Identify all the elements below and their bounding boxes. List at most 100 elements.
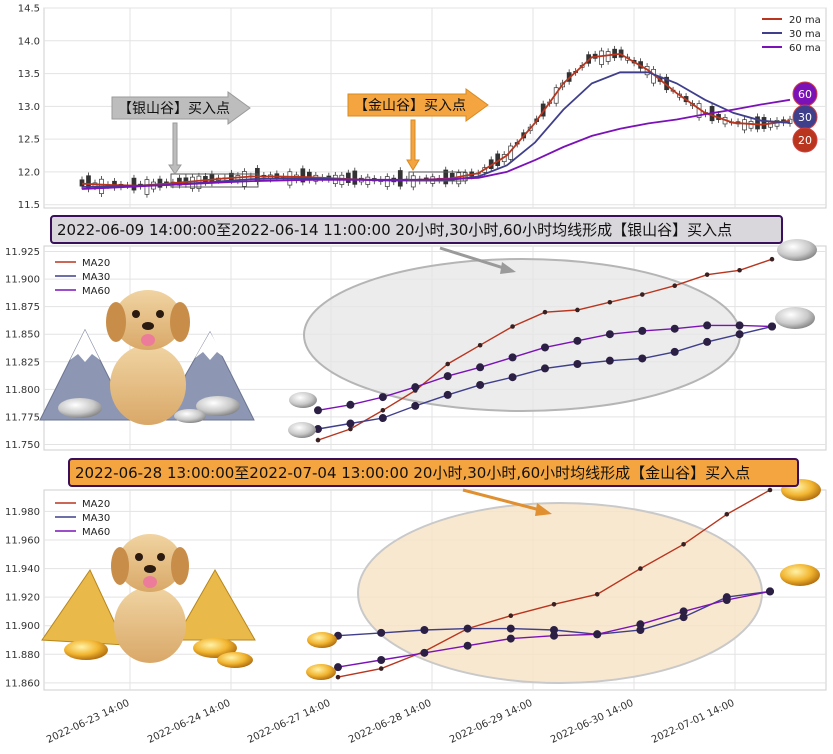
y-tick-label: 11.860 — [5, 678, 40, 689]
point-ma20 — [348, 426, 353, 432]
gold-arrow-shape — [347, 88, 489, 122]
candle-body — [384, 176, 390, 187]
gold-down-arrow — [406, 119, 420, 171]
point-ma60 — [541, 343, 549, 352]
dog-body — [110, 345, 186, 425]
point-ma60 — [735, 321, 744, 330]
top-legend: 20 ma 30 ma 60 ma — [762, 15, 821, 54]
gold-pointer-arrow — [462, 488, 541, 512]
y-tick-label: 11.850 — [5, 330, 40, 341]
point-ma30 — [703, 337, 712, 346]
dog-nose — [142, 322, 154, 330]
silver-arrow-shape — [111, 91, 251, 125]
point-ma20 — [445, 361, 451, 367]
dog-tongue — [141, 334, 155, 346]
silver-pointer-arrow — [439, 246, 511, 272]
silver-ingot-marker-1 — [289, 392, 317, 408]
point-ma20 — [380, 408, 386, 413]
silver-arrow-callout: 【银山谷】买入点 — [111, 91, 251, 175]
gold-dog-tongue — [143, 576, 157, 588]
middle-legend: MA20 MA30 MA60 — [55, 258, 110, 297]
point-ma30 — [443, 390, 452, 399]
legend-label-60ma: 60 ma — [789, 43, 821, 54]
point-ma20 — [477, 342, 483, 348]
point-ma30 — [679, 613, 688, 622]
y-tick-label: 12.0 — [18, 167, 40, 178]
point-ma60 — [550, 631, 558, 640]
legend-label-ma60-mid: MA60 — [82, 286, 110, 297]
point-ma30 — [476, 380, 485, 389]
dog-head — [114, 290, 182, 350]
dog-eye-left — [132, 310, 140, 318]
point-ma20 — [315, 437, 321, 443]
gold-dog-ear-left — [111, 547, 129, 585]
candle-body — [761, 117, 767, 129]
x-tick-label: 2022-06-27 14:00 — [246, 698, 332, 746]
y-tick-label: 11.925 — [5, 247, 40, 258]
point-ma20 — [639, 292, 645, 297]
point-ma30 — [636, 626, 645, 634]
point-ma60 — [593, 630, 602, 639]
gold-dog-head — [118, 534, 182, 592]
silver-valley-ellipse — [303, 258, 741, 412]
legend-label-30ma: 30 ma — [789, 29, 821, 40]
point-ma30 — [411, 401, 420, 410]
y-tick-label: 11.940 — [5, 564, 40, 575]
point-ma30 — [506, 624, 515, 633]
gold-dog-nose — [144, 565, 156, 573]
bottom-legend: MA20 MA30 MA60 — [55, 499, 110, 538]
legend-label-ma30-bot: MA30 — [82, 513, 110, 524]
gold-banner-text: 2022-06-28 13:00:00至2022-07-04 13:00:00 … — [75, 464, 750, 482]
bottom-ma-lines — [334, 487, 774, 680]
silver-ingot-markers — [288, 239, 817, 438]
point-ma20 — [638, 566, 643, 571]
point-ma20 — [769, 256, 775, 262]
dog-eye-right — [156, 310, 164, 318]
point-ma60 — [314, 406, 322, 415]
silver-ingot-marker-2 — [288, 422, 316, 438]
point-ma20 — [335, 674, 341, 680]
bottom-y-ticks: 11.860 11.880 11.900 11.920 11.940 11.960 11.9… — [5, 507, 40, 689]
x-tick-label: 2022-06-29 14:00 — [448, 698, 534, 746]
bottom-panel: 11.860 11.880 11.900 11.920 11.940 11.960 11.9… — [5, 479, 827, 691]
point-ma60 — [605, 330, 614, 339]
silver-mountain-left — [39, 328, 131, 421]
point-ma30 — [346, 419, 355, 428]
point-ma20 — [681, 541, 686, 547]
point-ma20 — [724, 511, 730, 517]
point-ma30 — [541, 364, 549, 373]
point-ma60 — [420, 648, 429, 657]
point-ma20 — [378, 666, 384, 671]
point-ma30 — [550, 626, 558, 634]
point-ma30 — [377, 628, 386, 637]
point-ma20 — [737, 267, 742, 273]
point-ma30 — [573, 359, 582, 368]
point-ma60 — [768, 322, 776, 331]
y-tick-label: 14.0 — [18, 36, 40, 47]
legend-label-ma20-bot: MA20 — [82, 499, 110, 510]
legend-label-ma20-mid: MA20 — [82, 258, 110, 269]
point-ma30 — [420, 626, 429, 634]
candle-body — [352, 170, 358, 185]
top-ma-lines — [81, 52, 791, 190]
y-tick-label: 11.5 — [18, 200, 40, 211]
point-ma60 — [411, 383, 420, 392]
y-tick-label: 11.880 — [5, 650, 40, 661]
badge-30-label: 30 — [798, 111, 812, 124]
point-ma30 — [314, 425, 322, 434]
candle-body — [605, 51, 611, 62]
x-axis-labels: 2022-06-23 14:00 2022-06-24 14:00 2022-06-… — [45, 698, 736, 746]
y-tick-label: 12.5 — [18, 135, 40, 146]
middle-panel: 11.750 11.775 11.800 11.825 11.850 11.875 11.9… — [5, 239, 827, 451]
silver-dog-illustration — [39, 290, 255, 425]
gold-ingot-marker-2 — [306, 664, 336, 680]
gold-dog-body — [114, 587, 186, 663]
gold-valley-box — [408, 171, 467, 182]
candle-body — [144, 179, 150, 195]
candle-body — [345, 172, 351, 183]
x-tick-label: 2022-07-01 14:00 — [650, 698, 736, 746]
middle-ma-lines — [314, 256, 776, 443]
point-ma20 — [594, 591, 600, 597]
y-tick-label: 11.900 — [5, 621, 40, 632]
